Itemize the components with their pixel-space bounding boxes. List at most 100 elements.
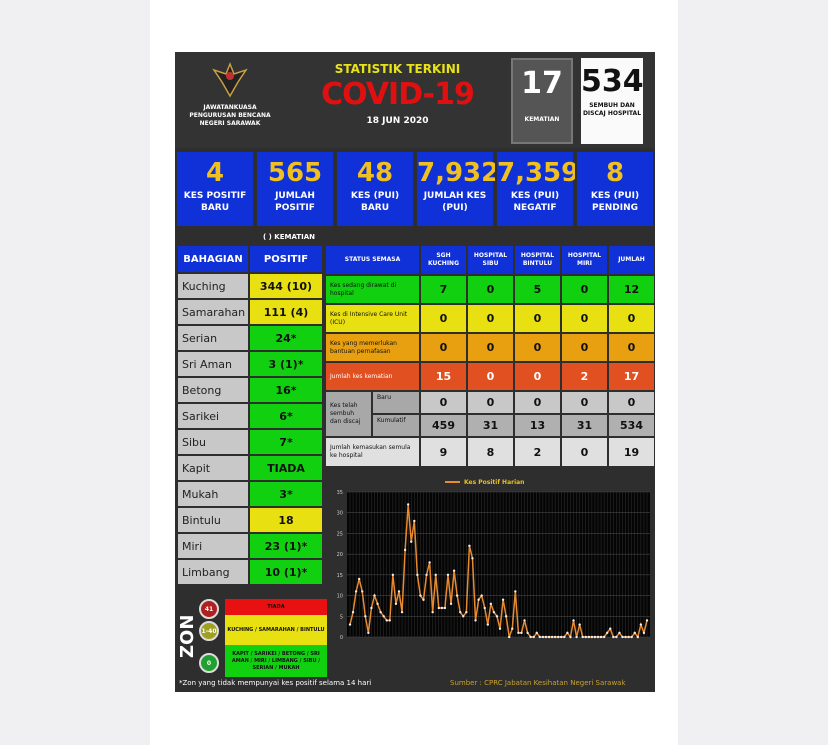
readmit-value: 8 xyxy=(467,437,514,467)
stat-label: KES (PUI) PENDING xyxy=(590,191,640,213)
baru-value: 0 xyxy=(561,391,608,414)
status-value: 0 xyxy=(467,275,514,304)
data-point xyxy=(413,519,416,523)
data-point xyxy=(633,631,636,635)
stat-value: 565 xyxy=(267,158,323,188)
recovered-col: 0 13 xyxy=(514,391,561,437)
data-point xyxy=(566,631,569,635)
left-margin xyxy=(0,0,150,745)
data-point xyxy=(388,619,392,622)
status-header-cell: SGH KUCHING xyxy=(420,245,467,275)
data-point xyxy=(508,635,511,639)
data-point xyxy=(410,540,413,543)
data-point xyxy=(609,627,612,630)
status-value: 0 xyxy=(514,362,561,391)
status-row: Kes di Intensive Care Unit (ICU) 0 0 0 0 0 xyxy=(325,304,655,333)
stat-box: 48 KES (PUI) BARU xyxy=(335,150,415,228)
data-point xyxy=(624,635,627,639)
stat-label: KES (PUI) NEGATIF xyxy=(510,191,560,213)
status-header-cell: STATUS SEMASA xyxy=(325,245,420,275)
y-tick-label: 10 xyxy=(337,594,343,600)
division-row: Miri 23 (1)* xyxy=(177,533,323,559)
division-name: Serian xyxy=(177,325,249,351)
zone-range-badge: 41 xyxy=(199,599,219,619)
data-point xyxy=(351,610,355,614)
kumulatif-value: 459 xyxy=(420,414,467,437)
division-name: Sarikei xyxy=(177,403,249,429)
baru-value: 0 xyxy=(467,391,514,414)
kumulatif-value: 31 xyxy=(467,414,514,437)
kematian-note: ( ) KEMATIAN xyxy=(263,233,315,241)
status-row: Jumlah kes kematian 15 0 0 2 17 xyxy=(325,362,655,391)
deaths-label: KEMATIAN xyxy=(524,116,560,123)
status-label: Kes yang memerlukan bantuan pernafasan xyxy=(325,333,420,362)
data-point xyxy=(550,635,554,639)
plot-area xyxy=(347,492,650,637)
data-point xyxy=(520,631,523,635)
data-point xyxy=(428,561,431,564)
deaths-value: 17 xyxy=(521,66,563,101)
data-point xyxy=(455,594,459,597)
data-point xyxy=(465,610,468,614)
baru-value: 0 xyxy=(608,391,655,414)
division-name: Betong xyxy=(177,377,249,403)
division-positive: 18 xyxy=(249,507,323,533)
deaths-box: 17 KEMATIAN xyxy=(511,58,573,144)
data-point xyxy=(645,619,649,622)
data-point xyxy=(480,594,483,597)
division-table: BAHAGIAN POSITIF Kuching 344 (10) Samarahan 1… xyxy=(177,245,323,585)
status-row: Kes yang memerlukan bantuan pernafasan 0 0… xyxy=(325,333,655,362)
status-header-cell: HOSPITAL BINTULU xyxy=(514,245,561,275)
recovered-rows: Kes telah sembuh dan discaj Baru Kumulatif… xyxy=(325,391,655,437)
division-name: Sri Aman xyxy=(177,351,249,377)
status-value: 5 xyxy=(514,275,561,304)
division-positive: 6* xyxy=(249,403,323,429)
baru-value: 0 xyxy=(514,391,561,414)
data-point xyxy=(446,573,450,577)
zone-range-badge: 0 xyxy=(199,653,219,673)
data-point xyxy=(612,635,615,639)
data-point xyxy=(587,635,591,639)
status-header-cell: HOSPITAL MIRI xyxy=(561,245,608,275)
title: COVID-19 xyxy=(321,77,475,112)
status-value: 0 xyxy=(467,304,514,333)
zone-areas: KUCHING / SAMARAHAN / BINTULU xyxy=(225,615,327,645)
data-point xyxy=(379,610,382,614)
data-point xyxy=(443,606,447,610)
data-point xyxy=(416,573,419,577)
legend-label: Kes Positif Harian xyxy=(464,479,524,486)
data-point xyxy=(599,635,603,639)
zone-range-badge: 1-40 xyxy=(199,621,219,641)
data-point xyxy=(547,635,551,639)
division-row: Bintulu 18 xyxy=(177,507,323,533)
data-point xyxy=(382,615,385,618)
data-point xyxy=(596,635,600,639)
data-point xyxy=(425,573,428,577)
data-point xyxy=(373,594,376,597)
daily-cases-chart: 0 5 10 15 20 25 30 35 Kes Positif Harian xyxy=(325,472,655,667)
data-point xyxy=(590,635,594,639)
division-row: Serian 24* xyxy=(177,325,323,351)
stat-label: JUMLAH POSITIF xyxy=(275,191,315,213)
data-point xyxy=(370,606,373,610)
zone-areas: TIADA xyxy=(225,599,327,615)
division-positive: 24* xyxy=(249,325,323,351)
data-point xyxy=(364,615,367,618)
data-point xyxy=(560,635,563,639)
data-point xyxy=(602,635,606,639)
division-row: Limbang 10 (1)* xyxy=(177,559,323,585)
y-tick-label: 25 xyxy=(337,531,343,537)
readmit-value: 19 xyxy=(608,437,655,467)
data-point xyxy=(517,631,520,635)
data-point xyxy=(563,635,566,639)
status-value: 0 xyxy=(561,333,608,362)
division-name: Bintulu xyxy=(177,507,249,533)
date: 18 JUN 2020 xyxy=(366,116,429,126)
footer-source: Sumber : CPRC Jabatan Kesihatan Negeri S… xyxy=(450,679,626,687)
division-row: Sri Aman 3 (1)* xyxy=(177,351,323,377)
data-point xyxy=(498,627,502,630)
division-positive: 7* xyxy=(249,429,323,455)
division-positive: 111 (4) xyxy=(249,299,323,325)
data-point xyxy=(501,598,505,601)
status-table: STATUS SEMASA SGH KUCHING HOSPITAL SIBU HOS… xyxy=(325,245,655,467)
